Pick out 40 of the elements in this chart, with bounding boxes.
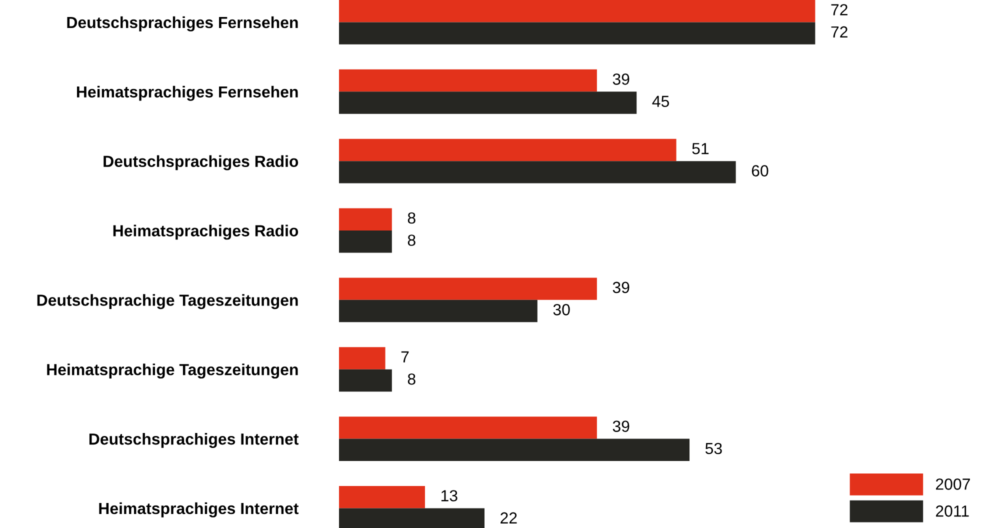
legend-label: 2011 [936, 505, 969, 517]
data-label: 8 [408, 373, 416, 385]
bar [339, 416, 597, 439]
bar [339, 138, 676, 162]
y-tick-label: Heimatsprachiges Radio [113, 224, 298, 240]
data-label: 72 [831, 26, 848, 38]
y-tick-label: Heimatsprachiges Fernsehen [77, 86, 298, 101]
data-label: 51 [692, 143, 709, 154]
data-label: 39 [612, 74, 630, 85]
y-tick-label: Deutschsprachiges Fernsehen [67, 16, 298, 32]
bar [339, 22, 816, 44]
bar [339, 92, 637, 114]
legend-label: 2007 [936, 478, 970, 490]
data-label: 45 [652, 96, 669, 108]
bar [339, 161, 736, 184]
data-label: 60 [752, 165, 768, 176]
bar [339, 69, 597, 92]
y-tick-label: Heimatsprachige Tageszeitungen [47, 364, 298, 379]
data-label: 39 [612, 282, 630, 294]
bar [339, 369, 392, 392]
data-label: 39 [612, 420, 630, 432]
data-label: 30 [553, 304, 570, 316]
data-label: 8 [408, 212, 416, 224]
bar [339, 0, 816, 22]
data-label: 53 [705, 442, 722, 454]
data-label: 22 [500, 512, 517, 524]
y-tick-label: Deutschsprachige Tageszeitungen [37, 294, 298, 310]
y-tick-label: Deutschsprachiges Radio [104, 155, 298, 170]
bar [339, 300, 538, 322]
y-tick-label: Deutschsprachiges Internet [89, 433, 299, 448]
data-label: 72 [831, 4, 848, 16]
bar [339, 438, 690, 461]
y-tick-label: Heimatsprachiges Internet [99, 502, 299, 518]
data-label: 8 [408, 234, 416, 246]
bar [339, 208, 392, 230]
data-label: 7 [401, 351, 409, 362]
bar [339, 278, 597, 300]
data-label: 13 [441, 490, 458, 502]
bar [339, 230, 392, 253]
bar [339, 347, 386, 370]
